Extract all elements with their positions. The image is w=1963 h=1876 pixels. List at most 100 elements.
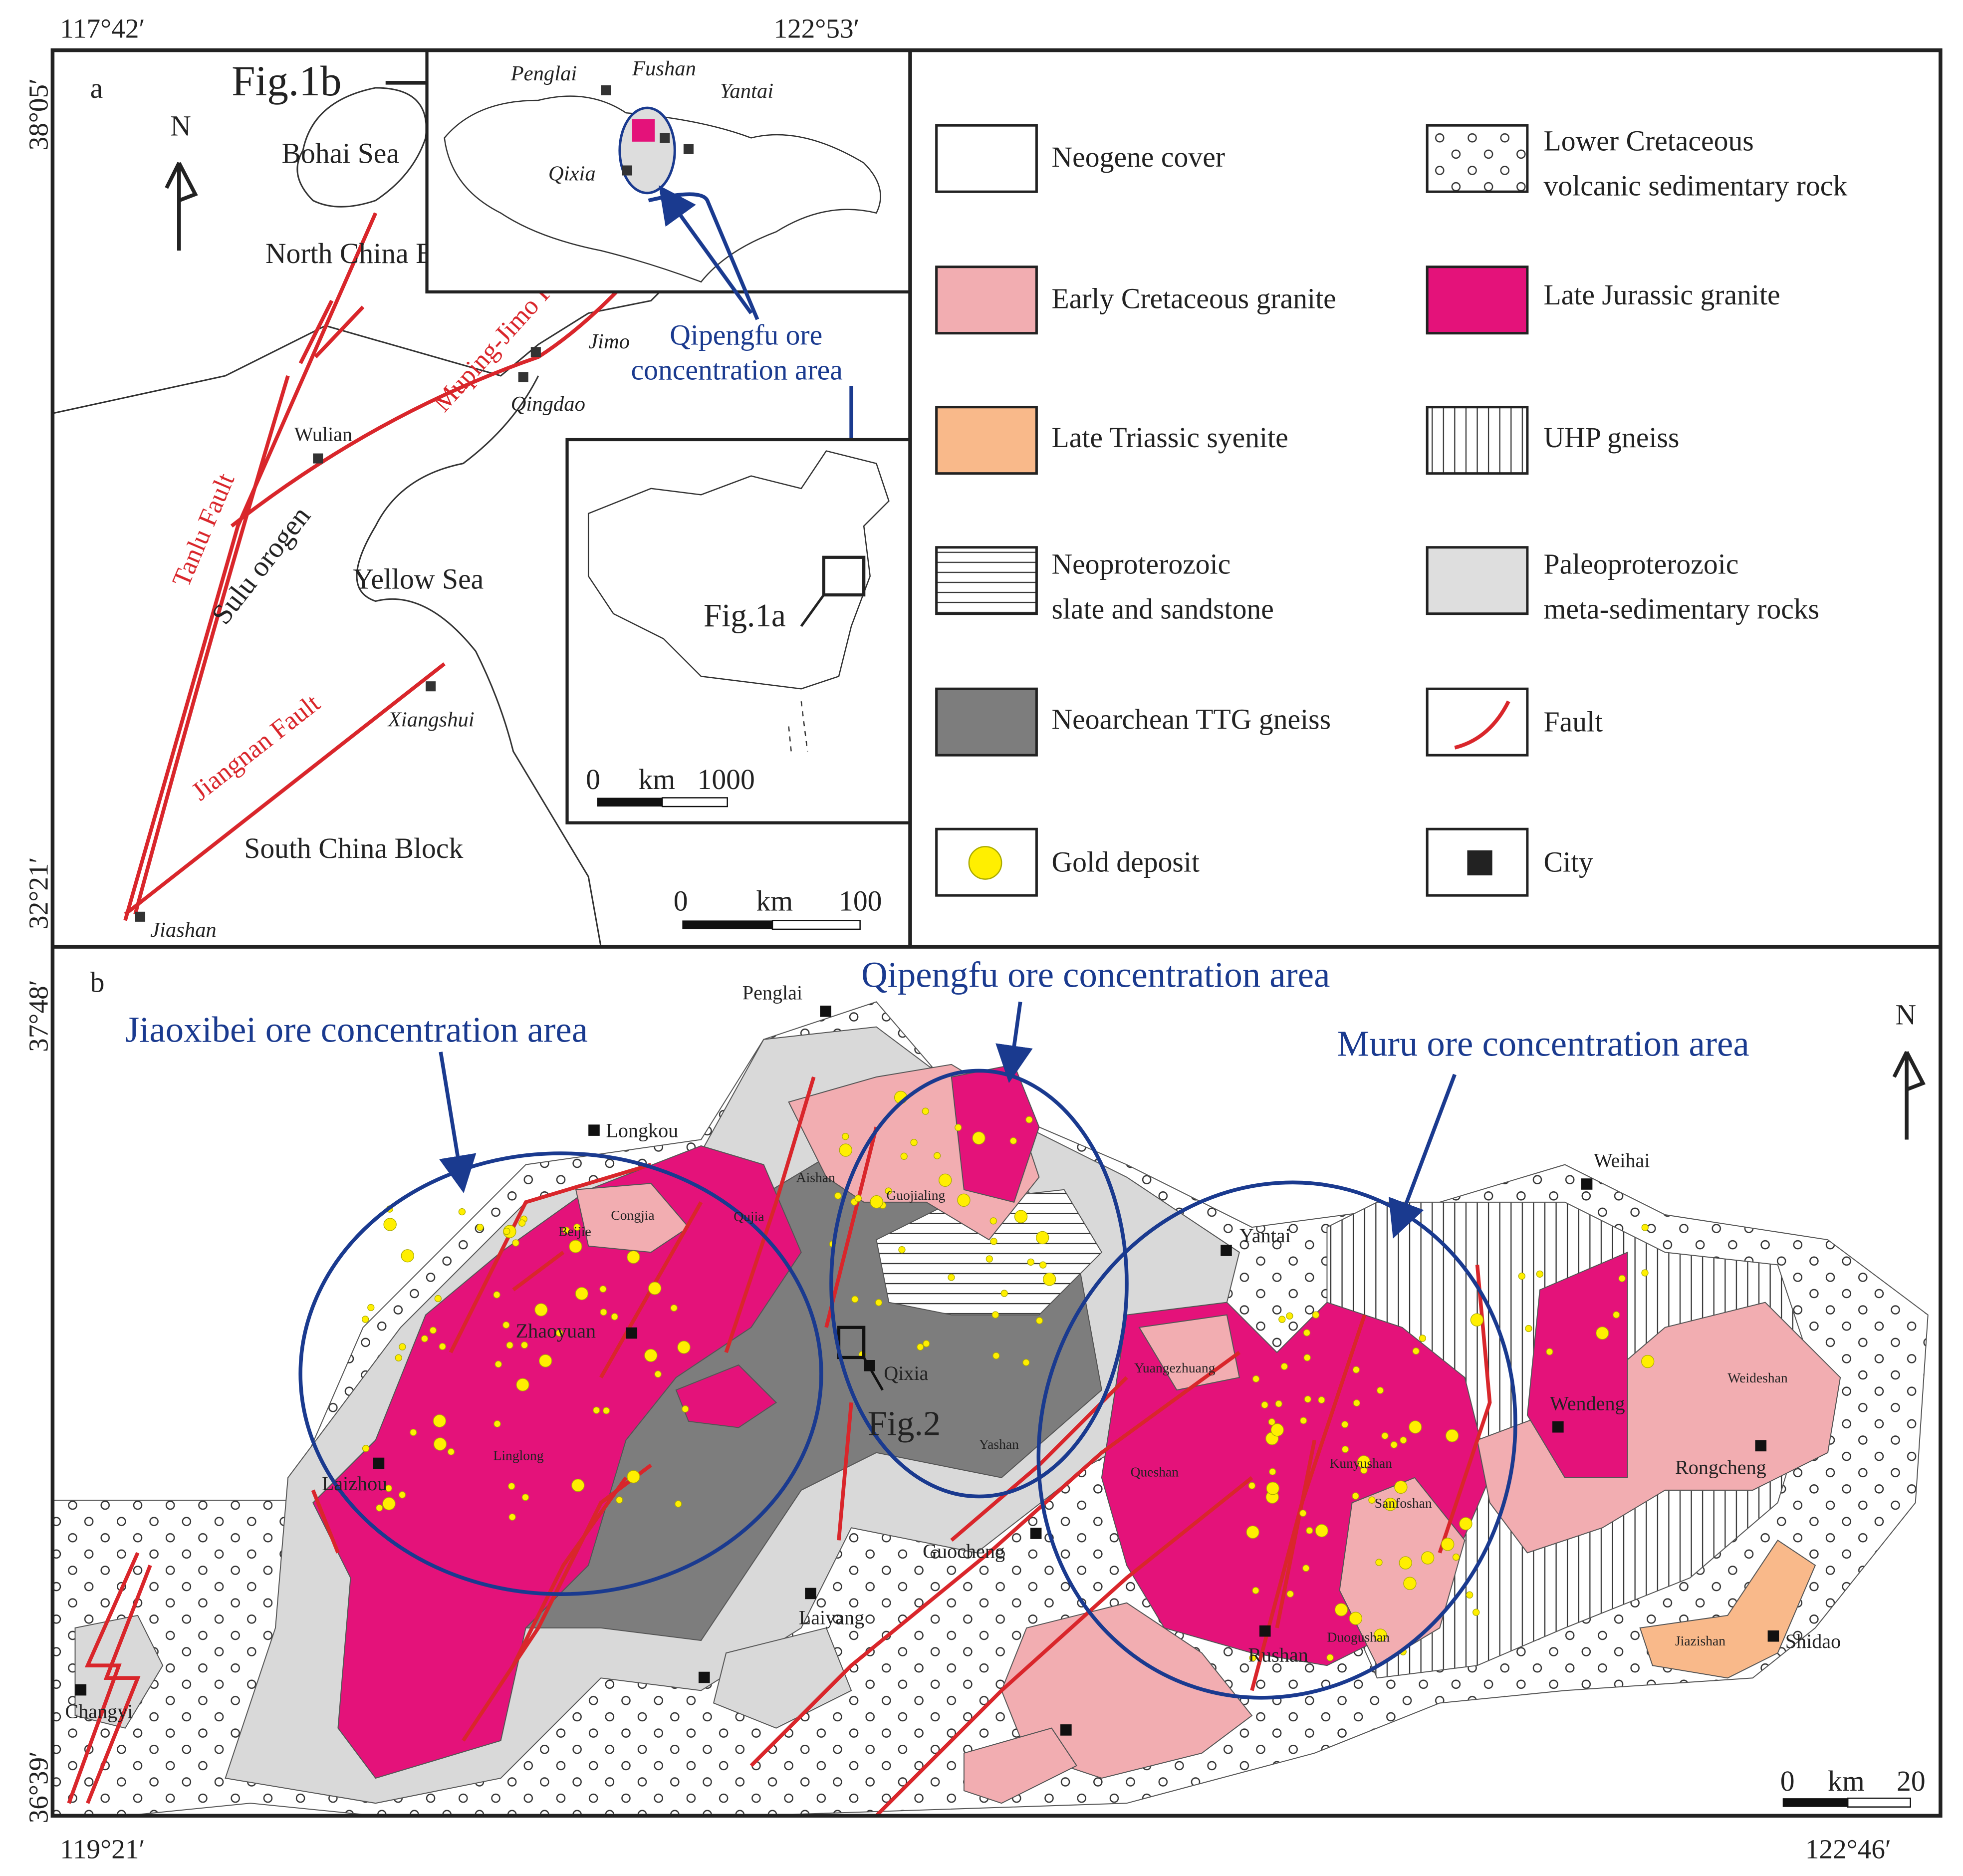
- shape: [512, 1251, 565, 1292]
- gold-deposit: [385, 1485, 392, 1492]
- gold-deposit: [1381, 1432, 1389, 1440]
- label: N: [170, 110, 191, 142]
- gold-deposit: [538, 1354, 552, 1367]
- gold-deposit: [989, 1217, 997, 1225]
- box: [683, 144, 694, 154]
- gold-deposit: [506, 1341, 513, 1349]
- box: [1755, 1440, 1767, 1452]
- shape: [587, 450, 890, 690]
- gold-deposit: [1376, 1386, 1384, 1394]
- gold-deposit: [1525, 1325, 1532, 1333]
- label: Fig.1a: [704, 598, 786, 634]
- label: Fig.1b: [232, 58, 341, 105]
- gold-deposit: [569, 1240, 582, 1253]
- gold-deposit: [923, 1340, 930, 1347]
- gold-deposit: [948, 1274, 955, 1281]
- gold-deposit: [917, 1343, 924, 1351]
- label: 20: [1897, 1766, 1926, 1797]
- gold-deposit: [599, 1285, 607, 1293]
- box: [1426, 266, 1529, 335]
- label: City: [1544, 847, 1594, 878]
- box: [1767, 1630, 1779, 1642]
- line: [439, 1052, 477, 1193]
- gold-deposit: [1304, 1395, 1312, 1403]
- box: [820, 1005, 831, 1017]
- gold-deposit: [1252, 1375, 1260, 1383]
- gold-deposit: [1315, 1524, 1329, 1538]
- label: UHP gneiss: [1544, 422, 1680, 454]
- label: 0: [1780, 1766, 1795, 1797]
- label: 32°21′: [23, 857, 53, 929]
- gold-deposit: [1043, 1273, 1056, 1286]
- gold-deposit: [516, 1378, 529, 1391]
- label: Jiaoxibei ore concentration area: [125, 1010, 588, 1050]
- shape: [724, 1076, 816, 1353]
- gold-deposit: [1452, 1553, 1460, 1561]
- gold-deposit: [1275, 1400, 1282, 1407]
- gold-deposit: [1641, 1354, 1655, 1368]
- box: [597, 798, 663, 807]
- shape: [824, 1126, 878, 1328]
- gold-deposit: [571, 1478, 585, 1492]
- gold-deposit: [410, 1428, 417, 1436]
- label: Yellow Sea: [353, 564, 484, 595]
- gold-deposit: [434, 1295, 442, 1303]
- label: Late Triassic syenite: [1052, 422, 1288, 454]
- label: Qixia: [884, 1362, 928, 1384]
- shape: [1438, 1264, 1492, 1554]
- gold-deposit: [575, 1287, 589, 1301]
- box: [426, 681, 436, 692]
- gold-deposit: [1352, 1492, 1359, 1500]
- shape: [1476, 1302, 1841, 1554]
- gold-deposit: [1027, 1258, 1034, 1266]
- label: Rushan: [1248, 1644, 1308, 1666]
- gold-deposit: [1266, 1482, 1279, 1495]
- gold-deposit: [1318, 1396, 1325, 1404]
- label: Qipengfu ore: [670, 319, 822, 351]
- gold-deposit: [1326, 1654, 1334, 1661]
- box: [1581, 1178, 1593, 1190]
- box: [1426, 124, 1529, 193]
- gold-deposit: [1039, 1261, 1047, 1269]
- gold-deposit: [502, 1321, 510, 1329]
- gold-deposit: [1641, 1224, 1649, 1231]
- box: [75, 1684, 87, 1696]
- label: Beijie: [558, 1224, 591, 1239]
- gold-deposit: [1466, 1591, 1473, 1599]
- shape: [713, 1627, 852, 1729]
- label: Xiangshui: [387, 708, 475, 731]
- label: Qujia: [734, 1209, 764, 1224]
- gold-deposit: [991, 1311, 999, 1319]
- box: [1426, 687, 1529, 757]
- label: 100: [839, 885, 882, 917]
- box: [588, 1124, 600, 1136]
- label: South China Block: [244, 833, 463, 864]
- gold-deposit: [376, 1504, 383, 1512]
- gold-deposit: [1472, 1608, 1480, 1616]
- label: Gold deposit: [1052, 847, 1200, 878]
- shape: [123, 212, 378, 921]
- gold-deposit: [421, 1335, 429, 1342]
- gold-deposit: [1261, 1401, 1268, 1409]
- label: Penglai: [742, 981, 802, 1004]
- label: Aishan: [796, 1170, 835, 1185]
- gold-deposit: [401, 1249, 414, 1263]
- gold-deposit: [1352, 1366, 1360, 1373]
- gold-deposit: [1278, 1316, 1286, 1323]
- group: [50, 48, 1943, 1818]
- gold-deposit: [1400, 1436, 1407, 1444]
- label: Bohai Sea: [282, 138, 400, 169]
- box: [935, 687, 1038, 757]
- gold-deposit: [670, 1304, 678, 1312]
- gold-deposit: [1536, 1270, 1544, 1278]
- box: [601, 85, 611, 95]
- gold-deposit: [383, 1218, 397, 1231]
- gold-deposit: [518, 1219, 526, 1227]
- box: [935, 266, 1038, 335]
- gold-deposit: [362, 1445, 370, 1452]
- shape: [675, 1364, 777, 1428]
- gold-deposit: [458, 1208, 466, 1216]
- label: Laizhou: [322, 1472, 387, 1495]
- gold-deposit: [851, 1296, 859, 1303]
- label: Sanfoshan: [1375, 1495, 1432, 1511]
